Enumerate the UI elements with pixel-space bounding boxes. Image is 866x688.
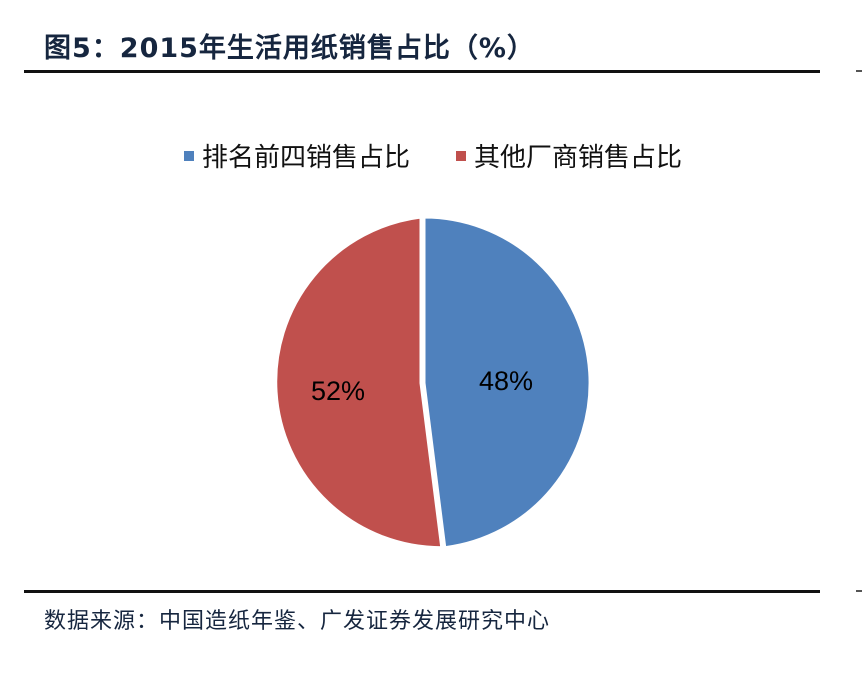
legend-label: 排名前四销售占比 <box>201 143 410 173</box>
data-label-top4: 48% <box>479 366 533 396</box>
legend-label: 其他厂商销售占比 <box>474 143 683 173</box>
margin-tick <box>856 70 862 72</box>
data-label-others: 52% <box>311 376 365 406</box>
pie-slice-others <box>274 215 444 550</box>
figure-title: 图5：2015年生活用纸销售占比（%） <box>44 33 535 64</box>
legend-item-top4: 排名前四销售占比 <box>183 137 410 174</box>
legend-item-others: 其他厂商销售占比 <box>456 137 682 174</box>
bottom-divider <box>24 590 820 593</box>
legend-swatch-red <box>456 150 466 161</box>
margin-tick <box>856 590 862 592</box>
chart-legend: 排名前四销售占比 其他厂商销售占比 <box>0 137 866 174</box>
top-divider <box>24 70 820 73</box>
pie-slice-top4 <box>422 215 592 550</box>
source-note: 数据来源：中国造纸年鉴、广发证券发展研究中心 <box>44 609 551 634</box>
legend-swatch-blue <box>183 150 194 161</box>
